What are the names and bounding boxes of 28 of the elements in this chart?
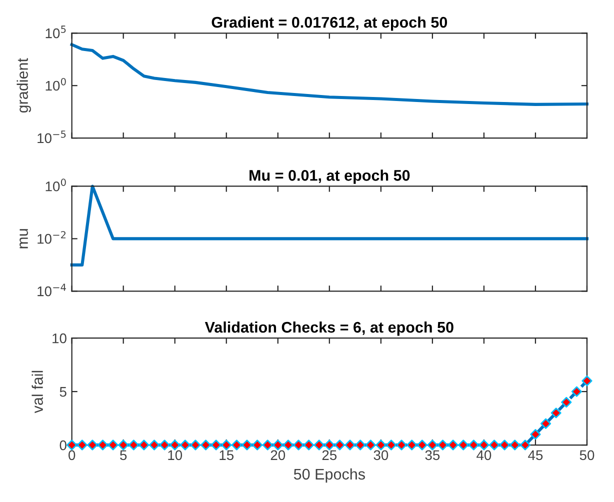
y-tick-label: 0	[60, 440, 66, 450]
x-tick-label: 25	[322, 450, 337, 460]
x-tick-label: 15	[220, 450, 234, 460]
y-axis-title: mu	[20, 229, 28, 248]
y-tick-label: 10$^{0}$	[46, 78, 66, 91]
x-tick-label: 5	[120, 450, 127, 460]
y-tick-label: 10$^{0}$	[46, 178, 66, 192]
x-tick-label: 0	[68, 450, 76, 460]
x-tick-label: 45	[528, 450, 543, 460]
chart-title: Mu = 0.01, at epoch 50	[250, 170, 410, 184]
y-tick-label: 10	[52, 333, 66, 344]
x-tick-label: 40	[476, 450, 492, 460]
y-tick-label: 10$^{5}$	[46, 26, 66, 38]
x-axis-title: 50 Epochs	[294, 468, 365, 483]
x-tick-label: 35	[425, 450, 440, 460]
y-axis-title: val fail	[32, 370, 43, 414]
y-axis-title: gradient	[16, 58, 32, 113]
chart-title: Gradient = 0.017612, at epoch 50	[212, 16, 448, 31]
y-tick-label: 10$^{−4}$	[38, 284, 66, 296]
x-tick-label: 30	[374, 450, 388, 460]
x-tick-label: 50	[580, 450, 594, 460]
line-series	[70, 43, 589, 106]
chart-title: Validation Checks = 6, at epoch 50	[204, 321, 454, 336]
y-tick-label: 10$^{−2}$	[38, 231, 66, 244]
x-tick-label: 10	[168, 450, 182, 460]
y-tick-label: 10$^{−5}$	[38, 130, 66, 144]
x-tick-label: 20	[270, 450, 286, 460]
y-tick-label: 5	[60, 387, 66, 397]
